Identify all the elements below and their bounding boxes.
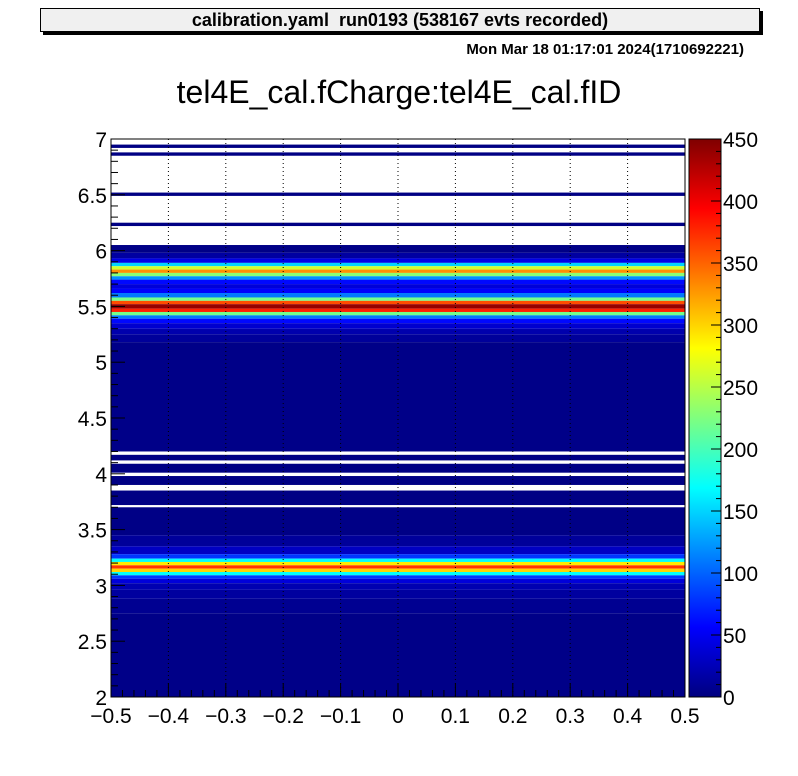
heatmap-row (111, 598, 685, 614)
colorbar-tick-label: 200 (723, 439, 758, 462)
y-tick-label: 6 (95, 241, 107, 264)
heatmap-row (111, 308, 685, 312)
heatmap-row (111, 589, 685, 599)
x-tick-label: −0.1 (320, 705, 361, 728)
heatmap-row (111, 152, 685, 156)
colorbar-frame (688, 138, 722, 698)
heatmap-row (111, 311, 685, 316)
heatmap-row (111, 315, 685, 319)
colorbar-tick-label: 400 (723, 191, 758, 214)
heatmap-row (111, 575, 685, 579)
heatmap-row (111, 554, 685, 559)
x-tick-label: 0.3 (556, 705, 585, 728)
heatmap-row (111, 572, 685, 576)
y-tick-label: 4.5 (78, 408, 107, 431)
x-tick-label: 0 (392, 705, 404, 728)
heatmap-row (111, 304, 685, 309)
x-tick-label: 0.2 (498, 705, 527, 728)
colorbar-tick-label: 50 (723, 625, 746, 648)
y-tick-label: 2 (95, 687, 107, 710)
y-tick-label: 3.5 (78, 520, 107, 543)
heatmap-row (111, 300, 685, 305)
colorbar: 0 50 100 150 200 250 300 350 400 450 (688, 129, 758, 710)
heatmap-row (111, 342, 685, 452)
x-tick-label: 0.4 (613, 705, 643, 728)
x-axis: −0.5 −0.4 −0.3 −0.2 −0.1 0 0.1 0.2 0.3 0.4 0.5 (90, 683, 700, 728)
colorbar-tick-label: 450 (723, 129, 758, 152)
heatmap-row (111, 578, 685, 584)
heatmap-row (111, 258, 685, 263)
heatmap-row (111, 276, 685, 280)
y-tick-label: 7 (95, 129, 107, 152)
heatmap-row (111, 568, 685, 573)
y-tick-label: 2.5 (78, 631, 107, 654)
heatmap-row (111, 583, 685, 590)
heatmap-row (111, 334, 685, 343)
y-axis: 2 2.5 3 3.5 4 4.5 5 5.5 6 6.5 7 (78, 129, 125, 710)
heatmap-row (111, 454, 685, 461)
heatmap-row (111, 546, 685, 555)
y-tick-label: 5.5 (78, 296, 107, 319)
heatmap-row (111, 222, 685, 227)
timestamp: Mon Mar 18 01:17:01 2024(1710692221) (466, 41, 744, 58)
heatmap-row (111, 262, 685, 267)
heatmap-row (111, 558, 685, 562)
colorbar-tick-label: 100 (723, 563, 758, 586)
heatmap-row (111, 288, 685, 294)
colorbar-tick-label: 0 (723, 687, 735, 710)
heatmap-row (111, 318, 685, 324)
y-tick-label: 6.5 (78, 185, 107, 208)
heatmap-row (111, 279, 685, 285)
colorbar-tick-label: 150 (723, 501, 758, 524)
heatmap-row (111, 490, 685, 506)
y-tick-label: 4 (95, 464, 107, 487)
x-tick-label: −0.5 (90, 705, 131, 728)
run-info-banner: calibration.yaml run0193 (538167 evts re… (40, 8, 760, 32)
heatmap-row (111, 272, 685, 277)
colorbar-tick-label: 250 (723, 377, 758, 400)
heatmap-row (111, 192, 685, 196)
heatmap-row (111, 476, 685, 485)
x-tick-label: 0.1 (441, 705, 470, 728)
heatmap-row (111, 463, 685, 473)
colorbar-tick-label: 350 (723, 253, 758, 276)
chart-title: tel4E_cal.fCharge:tel4E_cal.fID (176, 74, 622, 110)
colorbar-gradient (689, 139, 721, 697)
heatmap-row (111, 144, 685, 148)
heatmap-row (111, 565, 685, 569)
heatmap-row (111, 284, 685, 289)
heatmap-row (111, 323, 685, 329)
x-tick-label: 0.5 (670, 705, 699, 728)
colorbar-tick-label: 300 (723, 315, 758, 338)
x-tick-label: −0.2 (262, 705, 303, 728)
heatmap-row (111, 535, 685, 547)
y-tick-label: 5 (95, 352, 107, 375)
y-tick-label: 3 (95, 575, 107, 598)
grid-lines (167, 139, 629, 697)
x-tick-label: −0.4 (148, 705, 190, 728)
x-tick-label: −0.3 (205, 705, 246, 728)
heatmap-row (111, 245, 685, 253)
